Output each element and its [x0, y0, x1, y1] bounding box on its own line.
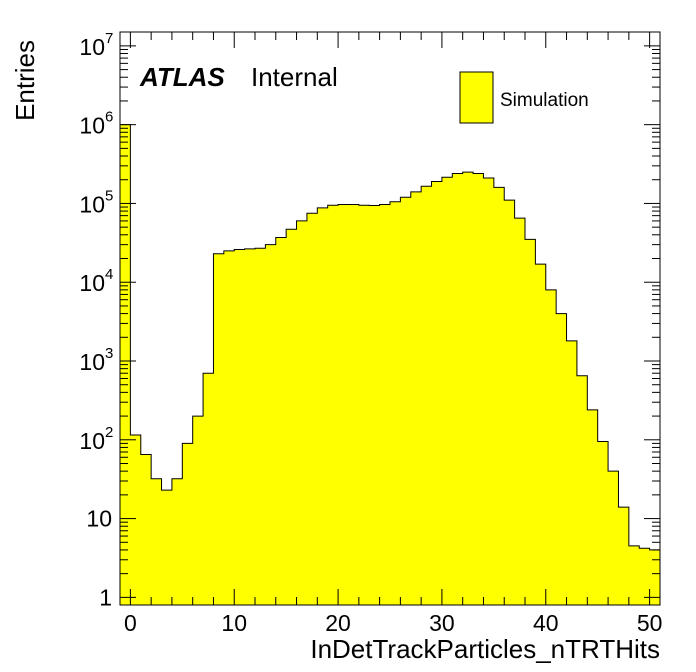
histogram-bin: [597, 441, 609, 605]
histogram-bin: [628, 545, 640, 605]
y-tick-label-exponent: 2: [105, 424, 113, 441]
histogram-bin: [317, 207, 328, 606]
histogram-bin: [473, 173, 484, 606]
histogram-bin: [369, 205, 380, 605]
histogram-bin: [338, 204, 349, 606]
histogram-bin: [203, 373, 214, 605]
x-tick-label: 0: [124, 610, 137, 636]
x-tick-label: 30: [429, 610, 455, 636]
histogram-bin: [223, 250, 235, 605]
histogram-bin: [327, 205, 339, 605]
y-tick-label-base: 10: [79, 191, 105, 217]
y-tick-label: 10: [86, 506, 112, 532]
histogram-bin: [608, 471, 619, 605]
histogram-bin: [390, 201, 401, 605]
histogram-bin: [649, 549, 661, 605]
histogram-bin: [379, 204, 391, 606]
atlas-label: ATLAS Internal: [139, 62, 338, 92]
histogram-bin: [275, 237, 287, 605]
histogram-bin: [410, 191, 422, 606]
histogram-bin: [421, 186, 432, 605]
histogram-bin: [306, 213, 318, 605]
histogram-bin: [618, 507, 630, 605]
histogram-outline: [119, 124, 661, 605]
x-tick-label: 20: [325, 610, 351, 636]
histogram-bin: [452, 173, 463, 606]
histogram-bin: [431, 181, 443, 605]
histogram-bin: [566, 340, 578, 605]
y-tick-label-base: 10: [79, 270, 105, 296]
histogram-bin: [545, 289, 557, 605]
y-tick-label-exponent: 4: [105, 266, 113, 283]
x-tick-label: 50: [637, 610, 663, 636]
histogram-bin: [182, 443, 193, 605]
histogram-bin: [348, 204, 360, 606]
histogram-bin: [255, 248, 266, 605]
y-tick-label: 10 5: [79, 187, 113, 217]
legend-label: Simulation: [500, 90, 589, 111]
y-tick-label-base: 10: [86, 506, 112, 532]
tick-layer: [120, 32, 660, 605]
histogram-bin: [525, 239, 536, 605]
histogram-bin: [140, 454, 152, 605]
histogram-bin: [161, 490, 173, 605]
histogram-bin: [192, 416, 204, 605]
histogram-layer: [119, 124, 661, 606]
atlas-label-bold: ATLAS: [139, 62, 225, 92]
histogram-bin: [576, 375, 588, 605]
histogram-bin: [441, 177, 453, 605]
y-tick-label: 10 2: [79, 424, 113, 454]
histogram-bin: [244, 248, 256, 605]
y-tick-label-exponent: 6: [105, 109, 113, 126]
x-tick-label: 10: [221, 610, 247, 636]
histogram-bin: [286, 229, 297, 606]
y-tick-label-base: 1: [99, 584, 112, 610]
histogram-bin: [171, 478, 183, 605]
y-tick-label: 1: [99, 584, 112, 610]
histogram-bin: [265, 244, 277, 605]
histogram-bin: [130, 435, 142, 605]
y-tick-label-base: 10: [79, 349, 105, 375]
histogram-bin: [587, 409, 598, 605]
histogram-bin: [556, 313, 567, 605]
y-tick-label-base: 10: [79, 428, 105, 454]
y-tick-label: 10 7: [79, 30, 113, 60]
y-tick-label-exponent: 3: [105, 345, 113, 362]
histogram-bin: [514, 218, 526, 605]
histogram-bin: [358, 205, 370, 605]
x-axis-label: InDetTrackParticles_nTRTHits: [310, 634, 660, 664]
y-tick-label-exponent: 5: [105, 187, 113, 204]
y-tick-label-exponent: 7: [105, 30, 113, 47]
y-tick-label: 10 3: [79, 345, 113, 375]
histogram-bin: [504, 200, 515, 606]
histogram-bin: [493, 187, 505, 605]
y-tick-label-base: 10: [79, 34, 105, 60]
histogram-bin: [535, 264, 547, 605]
histogram-bin: [234, 249, 245, 605]
atlas-label-internal: Internal: [251, 62, 338, 92]
y-tick-label-base: 10: [79, 113, 105, 139]
x-tick-label: 40: [533, 610, 559, 636]
histogram-bin: [213, 253, 225, 605]
histogram-bin: [462, 172, 474, 605]
histogram-bin: [483, 178, 495, 605]
legend: Simulation: [459, 71, 589, 124]
y-tick-label: 10 4: [79, 266, 113, 296]
histogram-bin: [151, 478, 162, 605]
histogram-bin: [400, 197, 412, 605]
histogram-bin: [639, 548, 650, 605]
y-tick-label: 10 6: [79, 109, 113, 139]
plot-frame: [119, 31, 661, 606]
y-axis-label: Entries: [10, 40, 40, 121]
histogram-bin: [296, 220, 308, 605]
legend-swatch: [459, 71, 494, 124]
